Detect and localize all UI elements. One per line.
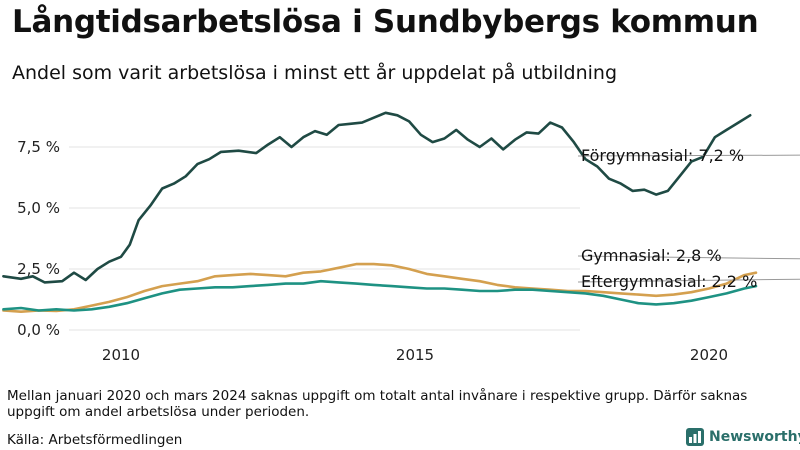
series-end-labels: Förgymnasial: 7,2 % Gymnasial: 2,8 % Efter… <box>577 146 800 291</box>
chart-subtitle: Andel som varit arbetslösa i minst ett å… <box>12 62 618 84</box>
source-text: Källa: Arbetsförmedlingen <box>7 432 183 448</box>
series-end-label: Eftergymnasial: 2,2 % <box>581 272 757 291</box>
y-gridlines <box>69 146 580 331</box>
series-lines <box>2 111 758 314</box>
y-tick-label: 7,5 % <box>17 138 60 156</box>
label-connector <box>577 278 800 283</box>
newsworthy-logo-icon <box>686 428 704 446</box>
chart-title: Långtidsarbetslösa i Sundbybergs kommun <box>12 4 759 40</box>
brand-logo[interactable]: Newsworthy <box>686 428 800 446</box>
x-tick-label: 2010 <box>102 346 140 364</box>
series-line-eftergymnasial <box>2 279 758 312</box>
x-tick-label: 2015 <box>396 346 434 364</box>
line-chart: 0,0 %2,5 %5,0 %7,5 % 201020152020jun 202… <box>2 111 800 364</box>
y-tick-label: 0,0 % <box>17 321 60 339</box>
x-tick-label: 2020 <box>690 346 728 364</box>
y-axis-ticks: 0,0 % 2,5 % 5,0 % 7,5 % <box>17 138 60 339</box>
label-connector <box>577 154 800 157</box>
x-axis-ticks: 201020152020jun 2025 <box>102 346 728 364</box>
footnote: Mellan januari 2020 och mars 2024 saknas… <box>7 388 748 420</box>
series-end-label: Gymnasial: 2,8 % <box>581 246 722 265</box>
brand-name: Newsworthy <box>709 429 800 445</box>
series-line-förgymnasial <box>2 111 752 284</box>
y-tick-label: 5,0 % <box>17 199 60 217</box>
label-connector <box>577 255 800 260</box>
series-end-label: Förgymnasial: 7,2 % <box>581 146 744 165</box>
y-tick-label: 2,5 % <box>17 260 60 278</box>
series-line-gymnasial <box>2 262 758 314</box>
